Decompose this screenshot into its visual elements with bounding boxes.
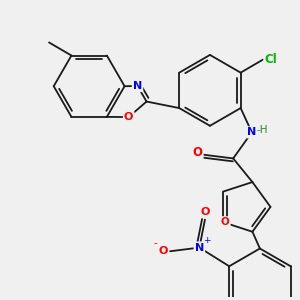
Text: O: O — [200, 207, 210, 217]
Text: N: N — [247, 127, 256, 137]
Text: O: O — [193, 146, 202, 159]
Text: -: - — [154, 238, 158, 248]
Text: N: N — [133, 81, 142, 91]
Text: Cl: Cl — [265, 53, 277, 66]
Text: -H: -H — [257, 125, 268, 135]
Text: N: N — [195, 243, 204, 253]
Text: O: O — [159, 246, 168, 256]
Text: O: O — [221, 217, 230, 227]
Text: +: + — [203, 236, 211, 245]
Text: O: O — [124, 112, 134, 122]
